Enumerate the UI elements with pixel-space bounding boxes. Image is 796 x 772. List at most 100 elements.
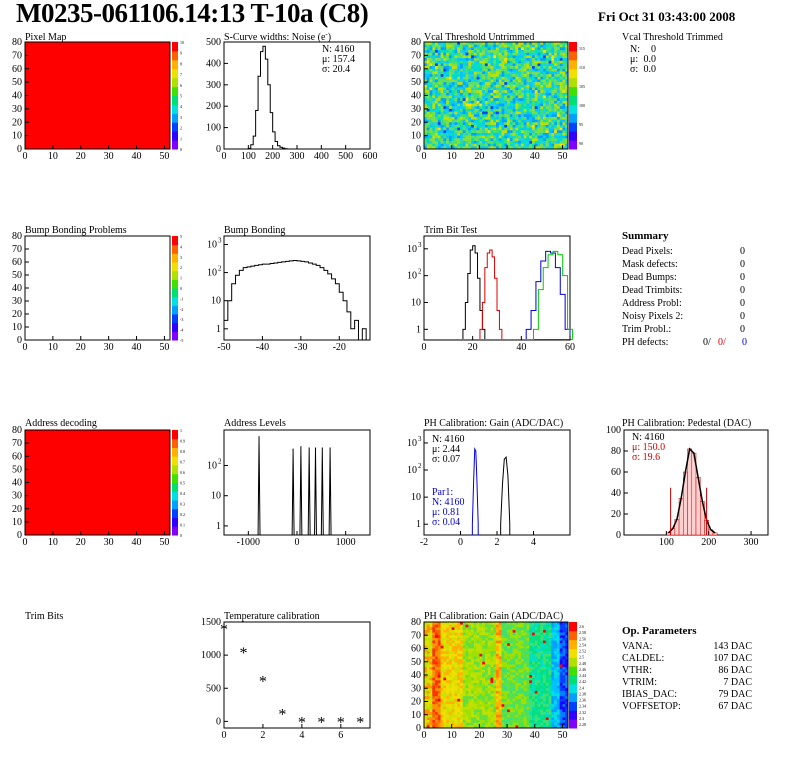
vcal-untrimmed-cell <box>426 92 430 96</box>
vcal-untrimmed-cell <box>457 122 461 126</box>
ph-gain-map-cell <box>429 629 433 633</box>
vcal-untrimmed-cell <box>462 98 466 102</box>
ph-gain-map-cell <box>534 656 538 660</box>
ph-gain-map-cell <box>559 632 563 636</box>
vcal-untrimmed-cell <box>498 63 502 67</box>
vcal-untrimmed-cell <box>440 130 444 134</box>
vcal-untrimmed-cell <box>559 84 563 88</box>
ph-gain-map-cell <box>471 714 475 718</box>
address-levels-peak <box>307 447 311 536</box>
vcal-untrimmed-zlabel: 90 <box>579 141 583 146</box>
vcal-untrimmed-cell <box>460 42 464 45</box>
ph-gain-map-cell <box>429 624 433 628</box>
ph-gain-map-cell <box>562 677 566 681</box>
vcal-untrimmed-cell <box>565 122 569 126</box>
vcal-untrimmed-cell <box>507 106 511 110</box>
vcal-untrimmed-cell <box>496 71 500 75</box>
ph-gain-map-cell <box>465 696 469 700</box>
ph-gain-map-cell <box>432 698 436 702</box>
ph-gain-map-colorbar-step <box>569 692 577 702</box>
ph-gain-map-cell <box>498 722 502 726</box>
vcal-untrimmed-cell <box>532 132 536 136</box>
vcal-untrimmed-cell <box>446 111 450 115</box>
ph-gain-map-cell <box>504 664 508 668</box>
ph-gain-map-cell <box>520 725 524 729</box>
ph-gain-map-cell <box>457 656 461 660</box>
op-params-label: CALDEL: <box>622 653 664 664</box>
ph-gain-map-cell <box>424 624 428 628</box>
ph-gain-map-cell <box>509 675 513 678</box>
vcal-untrimmed-cell <box>529 124 533 128</box>
vcal-untrimmed-cell <box>465 119 469 123</box>
vcal-untrimmed-cell <box>526 124 530 128</box>
ph-gain-map-cell <box>532 682 536 686</box>
ph-gain-map-cell <box>435 709 439 713</box>
vcal-untrimmed-cell <box>451 60 455 64</box>
ph-gain-map-cell <box>523 688 527 692</box>
vcal-untrimmed-cell <box>545 79 549 83</box>
ph-gain-map-cell <box>446 701 450 705</box>
ph-gain-map-cell <box>446 712 450 716</box>
vcal-untrimmed-cell <box>490 50 494 53</box>
vcal-untrimmed-cell <box>432 108 436 112</box>
ph-pedestal-x-tick-label: 200 <box>701 537 716 548</box>
vcal-untrimmed-cell <box>440 114 444 118</box>
ph-gain-map-cell <box>476 627 480 631</box>
vcal-untrimmed-cell <box>484 60 488 64</box>
ph-gain-map-cell <box>454 677 458 681</box>
vcal-untrimmed-cell <box>545 100 549 104</box>
temperature-point: * <box>317 714 325 731</box>
vcal-untrimmed-cell <box>468 47 472 51</box>
vcal-untrimmed-cell <box>426 138 430 142</box>
ph-gain-map-cell <box>465 624 469 628</box>
ph-gain-map-cell <box>493 637 497 641</box>
vcal-untrimmed-cell <box>426 124 430 128</box>
vcal-untrimmed-cell <box>451 82 455 86</box>
ph-gain-map-cell <box>512 704 516 708</box>
ph-gain-map-cell <box>498 675 502 678</box>
vcal-untrimmed-cell <box>493 79 497 83</box>
ph-gain-map-cell <box>548 661 552 665</box>
ph-gain-map-cell <box>437 706 441 710</box>
ph-gain-map-cell <box>545 669 549 673</box>
vcal-untrimmed-cell <box>457 50 461 53</box>
vcal-untrimmed-cell <box>448 119 452 123</box>
ph-gain-map-cell <box>554 709 558 713</box>
vcal-untrimmed-cell <box>529 42 533 45</box>
ph-gain-map-cell <box>543 675 547 678</box>
vcal-untrimmed-cell <box>565 106 569 110</box>
ph-gain-map-cell <box>451 675 455 678</box>
ph-gain-map-cell <box>471 645 475 649</box>
ph-gain-map-cell <box>518 680 522 684</box>
vcal-untrimmed-cell <box>465 114 469 118</box>
vcal-untrimmed-cell <box>473 82 477 86</box>
vcal-untrimmed-cell <box>515 60 519 64</box>
vcal-untrimmed-cell <box>424 55 428 59</box>
ph-gain-map-cell <box>565 632 569 636</box>
ph-gain-map-cell <box>479 677 483 681</box>
scurve-x-tick-label: 500 <box>338 151 353 162</box>
ph-gain-map-cell <box>462 675 466 678</box>
ph-gain-map-cell <box>426 688 430 692</box>
vcal-untrimmed-cell <box>487 87 491 91</box>
vcal-untrimmed-zlabel: 110 <box>579 65 585 70</box>
vcal-untrimmed-cell <box>532 108 536 112</box>
ph-gain-map-cell <box>424 629 428 633</box>
vcal-untrimmed-cell <box>545 82 549 86</box>
vcal-untrimmed-cell <box>545 132 549 136</box>
ph-gain-map-cell <box>504 627 508 631</box>
vcal-untrimmed-cell <box>479 119 483 123</box>
bump-bonding-title: Bump Bonding <box>224 225 285 236</box>
ph-gain-y-tick-label: 1 <box>416 519 421 530</box>
ph-gain-map-cell <box>440 714 444 718</box>
ph-gain-map-cell <box>526 645 530 649</box>
ph-gain-map-cell <box>501 675 505 678</box>
address-decoding-zlabel: 0.6 <box>180 470 185 475</box>
ph-gain-map-cell <box>484 701 488 705</box>
ph-gain-map-cell <box>540 645 544 649</box>
ph-gain-map-cell <box>490 648 494 652</box>
vcal-untrimmed-cell <box>537 71 541 75</box>
ph-gain-map-cell <box>484 677 488 681</box>
ph-gain-map-cell <box>468 629 472 633</box>
